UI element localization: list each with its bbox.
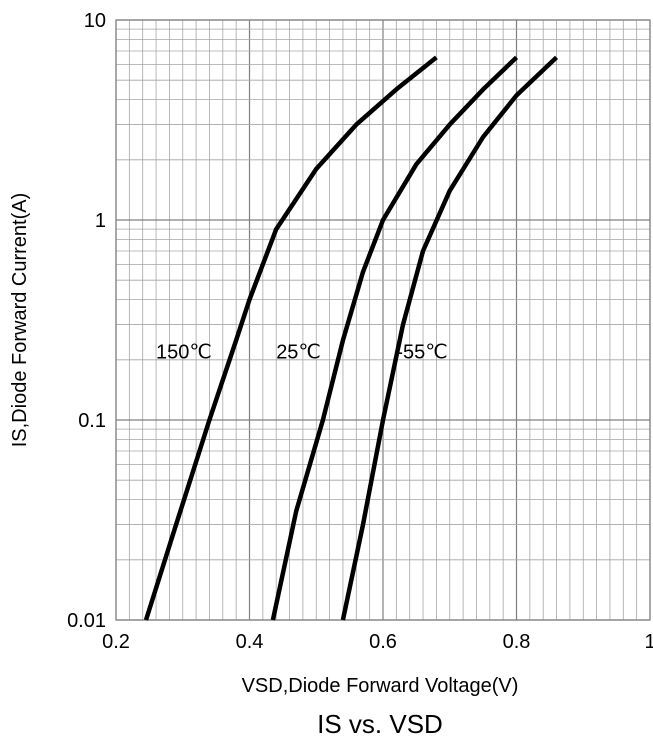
x-tick-label: 0.8 <box>503 631 531 653</box>
series-labels: 150℃ 25℃ -55℃ <box>156 342 448 364</box>
y-tick-labels: 0.01 0.1 1 10 <box>67 10 106 632</box>
series-layer <box>143 55 559 621</box>
x-tick-label: 1 <box>644 631 653 653</box>
series-line-3 <box>340 55 559 621</box>
y-tick-label: 10 <box>84 10 106 32</box>
x-tick-label: 0.4 <box>236 631 264 653</box>
x-tick-label: 0.2 <box>102 631 130 653</box>
series-line-1 <box>143 55 438 621</box>
series-label: -55℃ <box>396 342 447 364</box>
plot-frame <box>115 19 651 621</box>
x-axis-label: VSD,Diode Forward Voltage(V) <box>242 675 519 697</box>
series-label: 150℃ <box>156 342 212 364</box>
y-tick-label: 0.01 <box>67 610 106 632</box>
grid <box>115 19 651 621</box>
y-tick-label: 0.1 <box>78 410 106 432</box>
series-label: 25℃ <box>276 342 321 364</box>
x-tick-label: 0.6 <box>369 631 397 653</box>
series-line-2 <box>270 55 519 621</box>
chart-title: IS vs. VSD <box>317 709 443 739</box>
x-tick-labels: 0.2 0.4 0.6 0.8 1 <box>102 631 653 653</box>
y-tick-label: 1 <box>95 210 106 232</box>
y-axis-label: IS,Diode Forward Current(A) <box>9 193 31 448</box>
plot-area-border <box>115 19 651 621</box>
